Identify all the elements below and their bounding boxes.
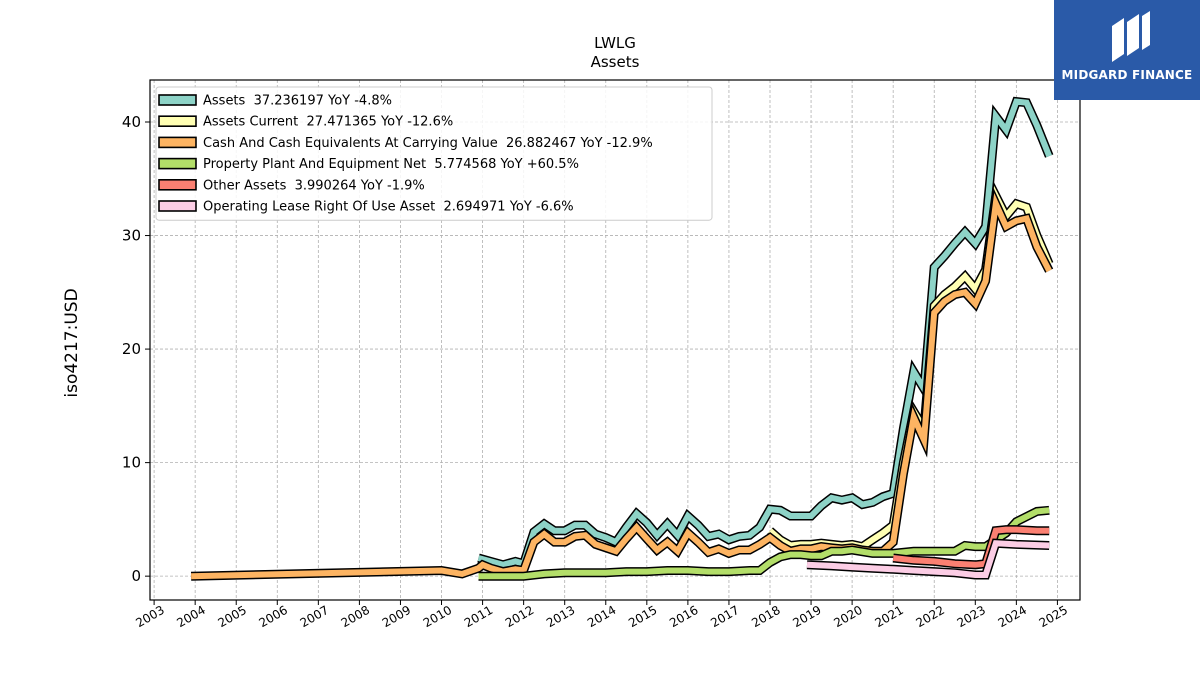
x-tick-label: 2013 — [544, 603, 577, 630]
y-axis-label: iso4217:USD — [62, 288, 82, 397]
series-line-2 — [191, 193, 1052, 580]
x-tick-label: 2010 — [421, 603, 454, 630]
x-tick-label: 2017 — [708, 603, 741, 630]
midgard-m-icon — [1112, 11, 1150, 62]
legend-swatch-4 — [158, 179, 197, 191]
x-tick-label: 2018 — [749, 603, 782, 630]
series-line-5 — [806, 540, 1050, 578]
x-tick-label: 2008 — [339, 603, 372, 630]
x-tick-label: 2020 — [831, 603, 864, 630]
x-tick-label: 2016 — [667, 603, 700, 630]
legend-box — [155, 86, 713, 221]
legend-label-0: Assets 37.236197 YoY -4.8% — [203, 94, 392, 109]
x-tick-label: 2006 — [257, 603, 290, 630]
x-tick-label: 2005 — [215, 603, 248, 630]
series-layer — [190, 96, 1054, 581]
x-tick-label: 2004 — [174, 603, 207, 630]
x-tick-label: 2012 — [503, 603, 536, 630]
legend-swatch-3 — [158, 157, 197, 170]
y-tick-label: 0 — [131, 567, 141, 585]
x-tick-label: 2015 — [626, 603, 659, 630]
x-tick-label: 2023 — [955, 603, 988, 630]
legend-label-4: Other Assets 3.990264 YoY -1.9% — [203, 178, 425, 193]
legend-swatch-0 — [158, 94, 197, 106]
x-tick-label: 2024 — [996, 603, 1029, 630]
y-tick-label: 40 — [122, 113, 141, 131]
x-tick-label: 2009 — [380, 603, 413, 630]
chart-subtitle: Assets — [591, 53, 640, 71]
legend-swatch-1 — [158, 115, 197, 127]
x-tick-label: 2022 — [914, 603, 947, 630]
y-tick-label: 10 — [122, 454, 141, 472]
legend-label-3: Property Plant And Equipment Net 5.77456… — [203, 157, 579, 172]
x-tick-label: 2025 — [1037, 603, 1070, 630]
x-tick-label: 2019 — [790, 603, 823, 630]
y-tick-label: 30 — [122, 227, 141, 245]
series-line-0 — [477, 98, 1052, 568]
brand-name: MIDGARD FINANCE — [1061, 68, 1193, 82]
brand-logo: MIDGARD FINANCE — [1054, 0, 1200, 100]
chart-title: LWLG — [594, 34, 636, 52]
legend-label-5: Operating Lease Right Of Use Asset 2.694… — [203, 200, 574, 215]
plot-frame — [149, 79, 1081, 601]
x-tick-label: 2021 — [872, 603, 905, 630]
legend-label-1: Assets Current 27.471365 YoY -12.6% — [203, 115, 453, 130]
legend-swatch-5 — [158, 200, 197, 212]
x-tick-label: 2003 — [133, 603, 166, 630]
series-line-3 — [478, 507, 1050, 580]
x-tick-label: 2014 — [585, 603, 618, 630]
x-tick-label: 2011 — [462, 603, 495, 630]
x-tick-label: 2007 — [298, 603, 331, 630]
legend: Assets 37.236197 YoY -4.8% Assets Current… — [155, 86, 713, 221]
y-tick-label: 20 — [122, 340, 141, 358]
legend-swatch-2 — [158, 136, 197, 149]
legend-label-2: Cash And Cash Equivalents At Carrying Va… — [203, 136, 653, 151]
